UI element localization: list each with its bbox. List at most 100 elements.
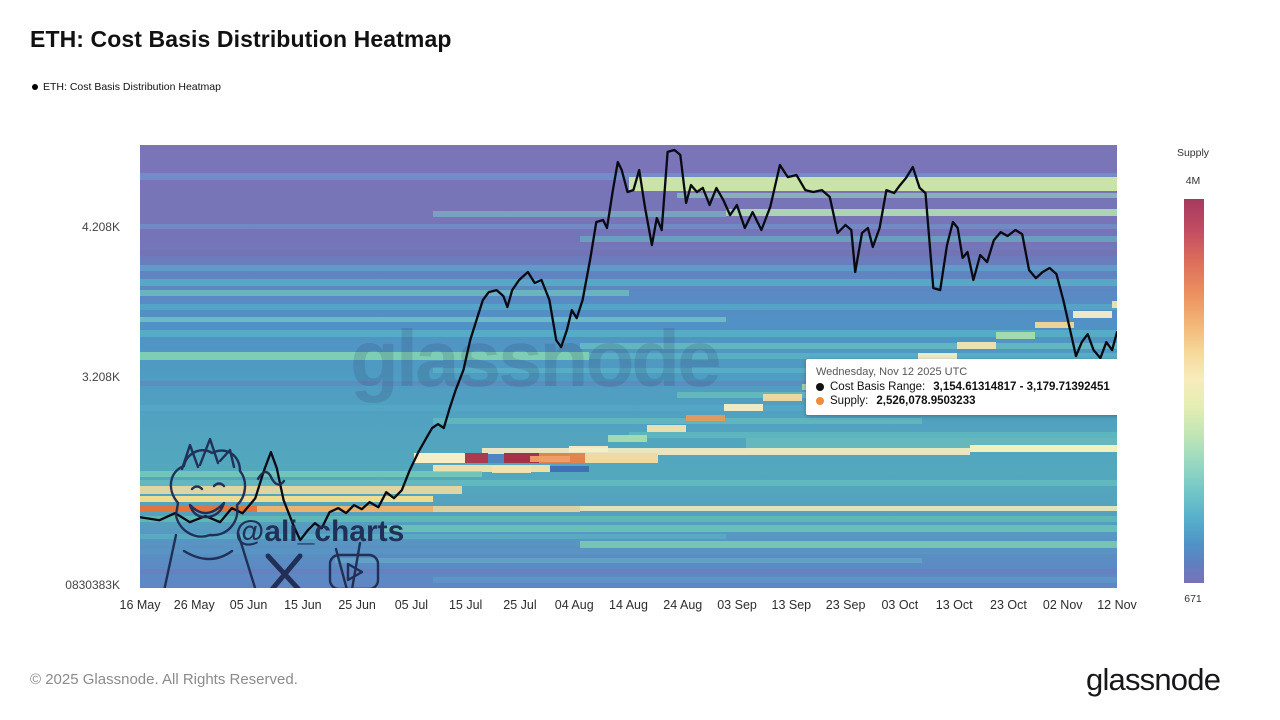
x-tick-label: 14 Aug: [609, 598, 648, 612]
x-tick-label: 26 May: [173, 598, 215, 612]
heatmap-bands: [140, 145, 1117, 588]
y-tick-label: 0830383K: [65, 577, 120, 592]
x-tick-label: 05 Jun: [229, 598, 268, 612]
x-tick-label: 25 Jul: [503, 598, 537, 612]
heatmap-band: [140, 250, 1117, 256]
heatmap-band: [140, 330, 1117, 338]
heatmap-band: [433, 418, 922, 424]
x-tick-label: 24 Aug: [663, 598, 703, 612]
heatmap-band: [579, 343, 1117, 349]
heatmap-band: [335, 557, 922, 564]
tooltip-value: 3,154.61314817 - 3,179.71392451: [933, 381, 1110, 393]
colorbar-max-label: 4M: [1185, 175, 1201, 187]
heatmap-band: [140, 223, 1117, 230]
heatmap-band: [140, 506, 258, 513]
heatmap-band: [433, 506, 580, 512]
heatmap-band: [433, 367, 1117, 374]
tooltip-label: Cost Basis Range:: [830, 381, 926, 393]
black-dot-icon: [816, 383, 824, 391]
heatmap-band: [140, 172, 1117, 180]
heatmap-band: [579, 235, 1117, 242]
x-tick-label: 03 Oct: [881, 598, 919, 612]
heatmap-band: [140, 516, 1117, 523]
x-tick-label: 13 Sep: [771, 598, 812, 612]
heatmap-band: [608, 435, 648, 442]
glassnode-watermark: glassnode: [350, 314, 722, 403]
y-tick-label: 4.208K: [81, 219, 120, 234]
heatmap-plot-area[interactable]: glassnode @ali_charts Wednesday, Nov 12 …: [140, 145, 1117, 588]
chart-tooltip: Wednesday, Nov 12 2025 UTC Cost Basis Ra…: [806, 359, 1117, 415]
supply-colorbar: [1184, 199, 1204, 583]
heatmap-band: [685, 414, 725, 422]
tooltip-date: Wednesday, Nov 12 2025 UTC: [816, 366, 968, 378]
x-tick-label: 23 Sep: [825, 598, 866, 612]
ali-charts-watermark: @ali_charts: [163, 437, 404, 588]
heatmap-band: [433, 577, 1117, 583]
heatmap-band: [970, 445, 1117, 453]
heatmap-band: [140, 303, 1117, 310]
heatmap-band: [140, 495, 434, 503]
y-tick-label: 3.208K: [81, 370, 120, 385]
heatmap-band: [677, 192, 1117, 199]
heatmap-band: [140, 278, 1117, 286]
handle-watermark-text: @ali_charts: [235, 515, 404, 548]
heatmap-band: [140, 351, 590, 360]
heatmap-band: [579, 541, 1117, 548]
tooltip-row-supply: Supply: 2,526,078.9503233: [816, 395, 1117, 407]
tooltip-label: Supply:: [830, 395, 869, 407]
heatmap-band: [584, 452, 658, 463]
heatmap-band: [433, 464, 551, 472]
youtube-logo-icon: [328, 541, 380, 588]
heatmap-band: [487, 453, 505, 463]
heatmap-band: [140, 316, 727, 323]
heatmap-band: [530, 455, 570, 463]
x-tick-label: 16 May: [119, 598, 161, 612]
heatmap-band: [589, 353, 1117, 360]
heatmap-band: [995, 331, 1035, 339]
heatmap-band: [726, 209, 1117, 217]
heatmap-band: [140, 380, 1117, 386]
heatmap-band: [1034, 321, 1074, 329]
heatmap-band: [140, 549, 1117, 555]
glassnode-logo: glassnode: [1086, 662, 1221, 697]
heatmap-band: [140, 533, 727, 540]
y-axis: 4.208K 3.208K 0830383K: [20, 145, 120, 592]
orange-dot-icon: [816, 397, 824, 405]
colorbar-min-label: 671: [1184, 593, 1202, 605]
heatmap-band: [1112, 300, 1117, 308]
heatmap-band: [140, 290, 629, 296]
heatmap-band: [724, 404, 764, 411]
x-logo-icon: [265, 553, 303, 588]
heatmap-band: [413, 452, 466, 463]
x-tick-label: 13 Oct: [935, 598, 973, 612]
x-tick-label: 02 Nov: [1042, 598, 1083, 612]
x-tick-label: 05 Jul: [394, 598, 429, 612]
heatmap-band: [140, 568, 1117, 574]
heatmap-band: [1073, 311, 1113, 318]
heatmap-band: [465, 452, 488, 463]
heatmap-band: [918, 352, 958, 360]
legend-dot-icon: [32, 84, 38, 90]
heatmap-band: [646, 424, 686, 432]
x-tick-label: 03 Sep: [717, 598, 757, 612]
tooltip-value: 2,526,078.9503233: [876, 395, 976, 407]
x-tick-label: 23 Oct: [990, 598, 1027, 612]
heatmap-band: [140, 265, 1117, 271]
colorbar-title: Supply: [1176, 147, 1210, 159]
heatmap-band: [140, 471, 482, 477]
heatmap-band: [628, 176, 1117, 192]
heatmap-band: [433, 211, 727, 217]
heatmap-band: [504, 452, 539, 463]
heatmap-band: [579, 506, 1117, 512]
heatmap-band: [569, 445, 609, 453]
heatmap-band: [763, 393, 803, 401]
chart-legend-item[interactable]: ETH: Cost Basis Distribution Heatmap: [32, 81, 221, 93]
heatmap-band: [957, 342, 997, 349]
heatmap-band: [140, 405, 1117, 411]
copyright-text: © 2025 Glassnode. All Rights Reserved.: [30, 671, 298, 688]
price-line: [140, 148, 1117, 542]
heatmap-band: [140, 486, 463, 495]
heatmap-band: [257, 506, 434, 513]
x-tick-label: 04 Aug: [554, 598, 594, 612]
heatmap-band: [491, 466, 531, 473]
